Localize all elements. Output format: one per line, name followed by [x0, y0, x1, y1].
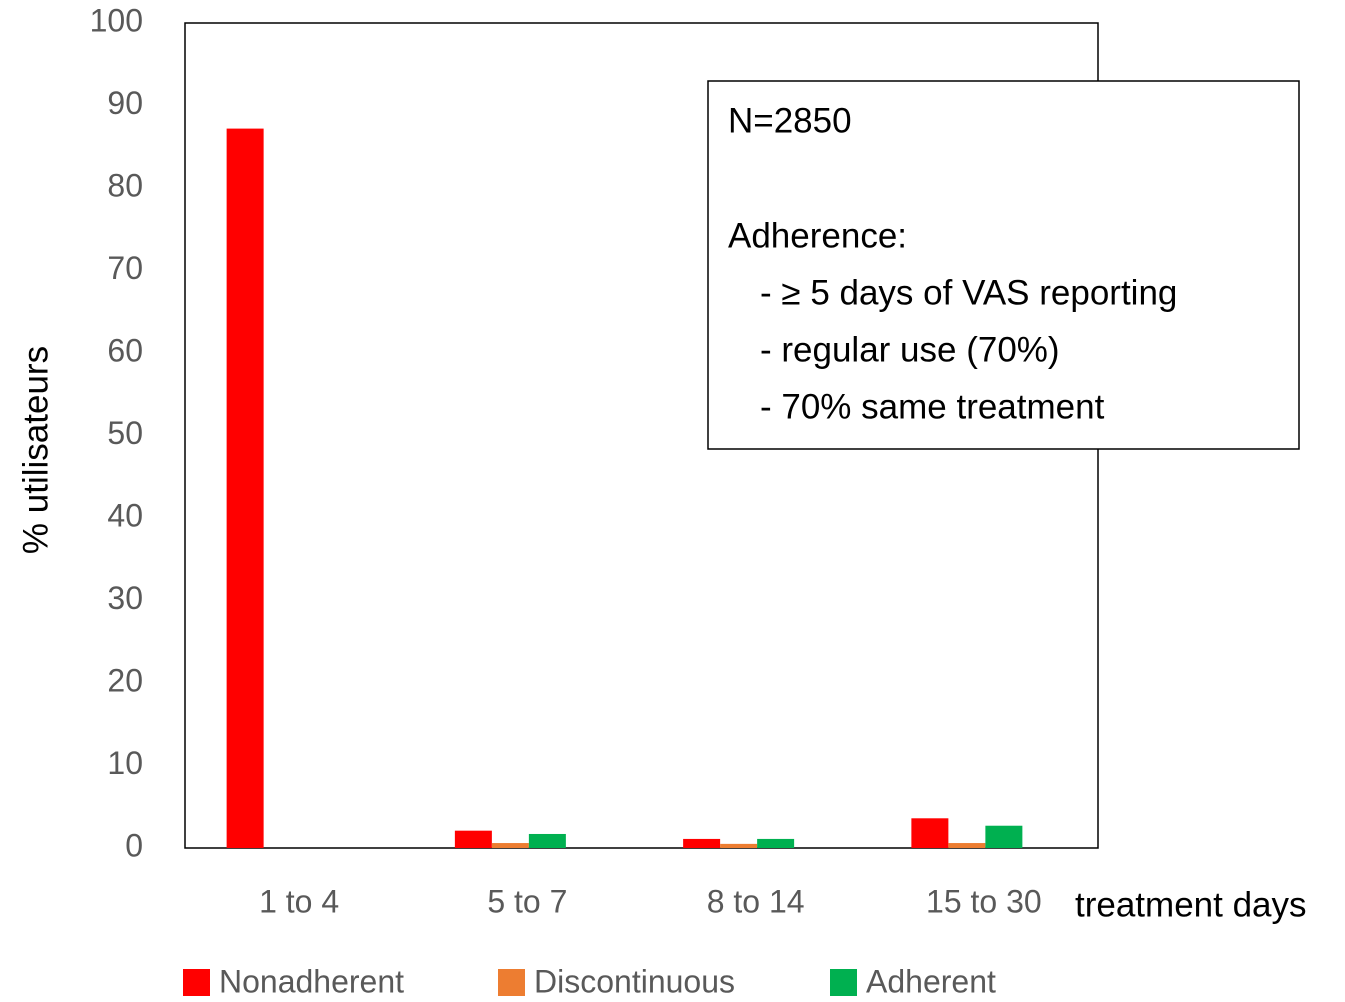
y-tick-label: 70 [107, 250, 143, 286]
y-tick-label: 30 [107, 580, 143, 616]
y-tick-label: 20 [107, 662, 143, 698]
legend-label: Nonadherent [219, 963, 404, 999]
annotation: N=2850 [728, 101, 852, 140]
y-tick-label: 40 [107, 497, 143, 533]
legend-swatch [498, 969, 525, 996]
x-tick-label: 8 to 14 [707, 883, 805, 919]
annotation: Adherence: [728, 216, 907, 255]
x-tick-label: 5 to 7 [487, 883, 567, 919]
bar [757, 838, 795, 848]
annotation: - ≥ 5 days of VAS reporting [760, 273, 1177, 312]
legend-label: Discontinuous [534, 963, 735, 999]
bar [720, 843, 758, 848]
annotation: - regular use (70%) [760, 330, 1060, 369]
y-axis-label: % utilisateurs [16, 346, 55, 554]
bar [911, 818, 949, 848]
bar [491, 843, 529, 848]
bar [454, 830, 492, 848]
annotation-box [707, 80, 1300, 450]
y-tick-label: 10 [107, 745, 143, 781]
y-tick-label: 80 [107, 167, 143, 203]
x-tick-label: 15 to 30 [926, 883, 1042, 919]
y-tick-label: 50 [107, 415, 143, 451]
bar [226, 128, 264, 849]
x-axis-label: treatment days [1075, 885, 1307, 924]
y-tick-label: 100 [90, 2, 143, 38]
bar [683, 838, 721, 848]
y-tick-label: 90 [107, 85, 143, 121]
annotation: - 70% same treatment [760, 387, 1105, 426]
legend-label: Adherent [866, 963, 996, 999]
legend-swatch [183, 969, 210, 996]
bar [528, 833, 566, 848]
x-tick-label: 1 to 4 [259, 883, 339, 919]
y-tick-label: 60 [107, 332, 143, 368]
bar [948, 843, 986, 848]
y-tick-label: 0 [125, 827, 143, 863]
bar [985, 825, 1023, 848]
legend-swatch [830, 969, 857, 996]
